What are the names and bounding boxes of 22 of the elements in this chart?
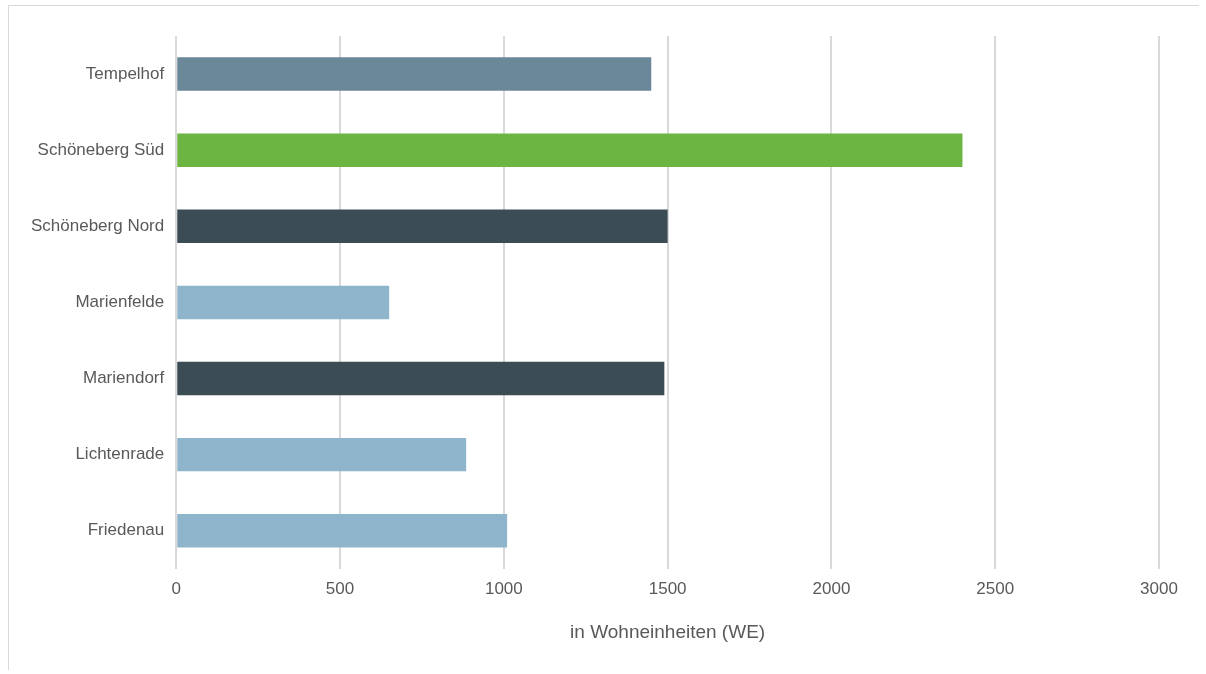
x-tick-label: 500 <box>325 578 355 598</box>
y-tick-label: Schöneberg Nord <box>30 215 165 235</box>
x-tick-label: 3000 <box>1140 578 1178 598</box>
bar <box>177 285 390 320</box>
y-tick-label: Lichtenrade <box>75 444 165 464</box>
x-tick-label: 1500 <box>648 578 687 598</box>
y-tick-label: Marienfelde <box>75 292 165 312</box>
y-tick-label: Schöneberg Süd <box>37 139 165 159</box>
y-tick-label: Mariendorf <box>82 368 165 388</box>
bar <box>177 57 652 91</box>
x-tick-label: 2500 <box>976 578 1015 598</box>
bar <box>177 437 467 472</box>
bar <box>177 209 668 244</box>
bar <box>177 133 963 167</box>
bar <box>177 361 665 396</box>
y-tick-label: Tempelhof <box>85 63 165 83</box>
x-tick-label: 1000 <box>484 578 523 598</box>
x-tick-label: 0 <box>171 578 181 598</box>
x-axis-title: in Wohneinheiten (WE) <box>570 620 766 642</box>
bar <box>177 514 508 548</box>
y-tick-label: Friedenau <box>87 520 165 540</box>
x-tick-label: 2000 <box>812 578 851 598</box>
